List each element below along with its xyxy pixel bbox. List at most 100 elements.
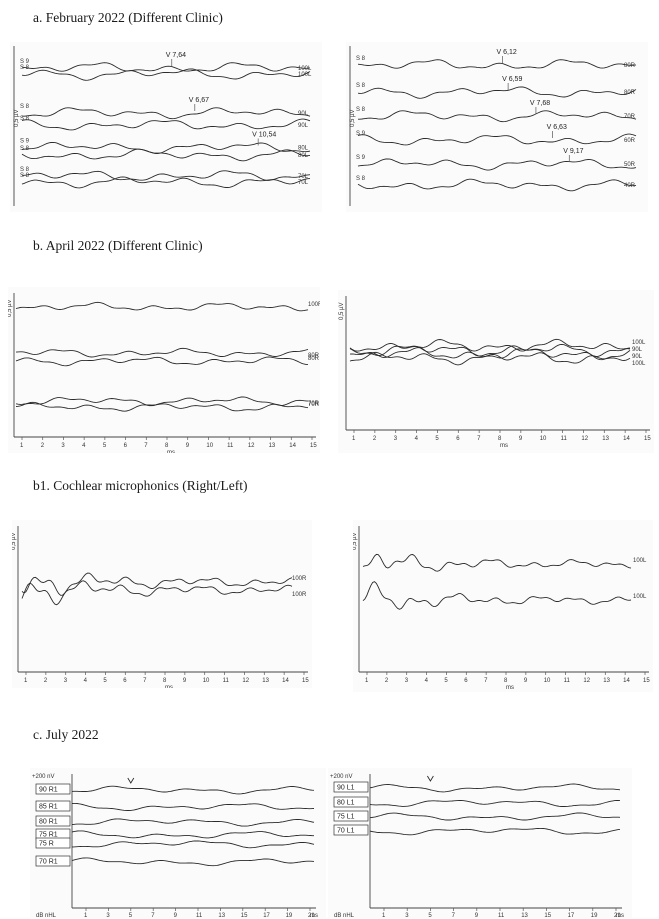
x-tick-label: 17: [263, 913, 270, 918]
abr-trace: [357, 178, 637, 192]
scale-label: 0,5 µV: [353, 533, 358, 550]
x-tick-label: 10: [206, 443, 213, 449]
abr-trace: [369, 827, 621, 836]
intensity-label: 90 R1: [39, 787, 58, 794]
x-tick-label: 6: [124, 443, 128, 449]
wave-v-latency-label: V 6,59: [502, 76, 522, 83]
scale-label: 0,5 µV: [350, 110, 356, 127]
intensity-label: 85 R1: [39, 804, 58, 811]
intensity-label-box: [333, 810, 369, 822]
x-tick-label: 4: [82, 443, 86, 449]
abr-trace: [71, 802, 315, 811]
intensity-label: 90 L1: [337, 785, 355, 792]
abr-trace: [357, 86, 637, 99]
x-tick-label: 2: [373, 436, 377, 442]
x-tick-label: 11: [227, 443, 234, 449]
abr-trace: [21, 68, 311, 81]
x-tick-label: 2: [41, 443, 45, 449]
intensity-label: 100L: [632, 340, 646, 346]
x-tick-label: 11: [561, 436, 568, 442]
cm-trace: [362, 581, 632, 610]
x-tick-label: 21: [308, 913, 315, 918]
abr-trace: [358, 110, 637, 123]
wave-v-latency-label: V 10,54: [252, 132, 276, 139]
x-tick-label: 5: [103, 443, 107, 449]
abr-trace: [15, 401, 309, 412]
x-unit-label: ms: [165, 685, 173, 688]
intensity-label: 90L: [632, 347, 643, 353]
x-tick-label: 12: [248, 443, 255, 449]
start-marker-label: S 9: [356, 155, 366, 161]
panel-a-right-ear: 0,5 µV S 9 100L V 7,64 S 8 100L S 8 90L V 6,67 S …: [10, 42, 322, 212]
x-tick-label: 15: [310, 443, 317, 449]
x-tick-label: 3: [405, 678, 409, 684]
x-tick-label: 14: [623, 678, 630, 684]
intensity-label: 80 L1: [337, 800, 355, 807]
intensity-label-box: [35, 815, 71, 827]
start-marker-label: S 8: [20, 173, 30, 179]
x-tick-label: 8: [504, 678, 508, 684]
intensity-label: 80L: [298, 153, 309, 159]
x-unit-label: ms: [167, 450, 175, 453]
x-tick-label: 10: [540, 436, 547, 442]
abr-trace: [21, 118, 311, 131]
x-tick-label: 7: [484, 678, 488, 684]
intensity-label: 100R: [292, 592, 307, 598]
intensity-label: 100L: [298, 72, 312, 78]
x-tick-label: 9: [475, 913, 479, 918]
corner-label: dB nHL: [36, 913, 57, 918]
intensity-label-box: [35, 837, 71, 849]
x-tick-label: 11: [498, 913, 505, 918]
intensity-label: 70 L1: [337, 828, 355, 835]
x-tick-label: 7: [143, 678, 147, 684]
intensity-label: 90L: [632, 354, 643, 360]
intensity-label: 60R: [624, 138, 636, 144]
intensity-label: 100R: [292, 576, 307, 582]
intensity-label-box: [333, 796, 369, 808]
x-tick-label: 1: [365, 678, 369, 684]
x-tick-label: 13: [521, 913, 528, 918]
x-tick-label: 12: [583, 678, 590, 684]
panel-b1-left-ear: 1 2 3 4 5 6 7 8 9 10 11 12 13 14 15 ms 0,5 µV 100L 100L: [353, 520, 653, 692]
abr-trace: [15, 347, 309, 358]
start-marker-label: S 8: [20, 116, 30, 122]
abr-trace: [15, 301, 309, 312]
abr-trace: [21, 148, 311, 162]
x-tick-label: 6: [464, 678, 468, 684]
x-tick-label: 12: [242, 678, 249, 684]
x-tick-label: 21: [614, 913, 621, 918]
x-tick-label: 10: [203, 678, 210, 684]
x-tick-label: 13: [269, 443, 276, 449]
x-tick-label: 5: [444, 678, 448, 684]
x-tick-label: 1: [84, 913, 88, 918]
wave-v-marker: [127, 777, 135, 784]
start-marker-label: S 8: [356, 107, 366, 113]
x-unit-label: ms: [500, 443, 508, 449]
abr-trace: [369, 812, 621, 821]
intensity-label: 80R: [308, 353, 320, 359]
intensity-label-box: [35, 800, 71, 812]
abr-trace: [349, 338, 631, 352]
abr-trace: [349, 343, 631, 357]
panel-a-left-ear: 0,5 µV S 8 80R V 6,12 S 8 80R V 6,59 S 8 70R V 7,…: [346, 42, 648, 212]
abr-trace: [22, 107, 311, 120]
start-marker-label: S 8: [20, 104, 30, 110]
intensity-label: 70R: [308, 402, 320, 408]
section-title-b: b. April 2022 (Different Clinic): [33, 238, 203, 253]
intensity-label: 100L: [298, 66, 312, 72]
intensity-label: 80L: [298, 146, 309, 152]
scale-label: 0,5 µV: [14, 110, 20, 127]
intensity-label-box: [333, 824, 369, 836]
intensity-label: 80R: [624, 63, 636, 69]
abr-trace: [71, 785, 315, 795]
x-tick-label: 9: [174, 913, 178, 918]
x-tick-label: 2: [385, 678, 389, 684]
intensity-label: 70R: [624, 114, 636, 120]
intensity-label: 70R: [308, 401, 320, 407]
x-tick-label: 3: [64, 678, 68, 684]
start-marker-label: S 9: [20, 139, 30, 145]
